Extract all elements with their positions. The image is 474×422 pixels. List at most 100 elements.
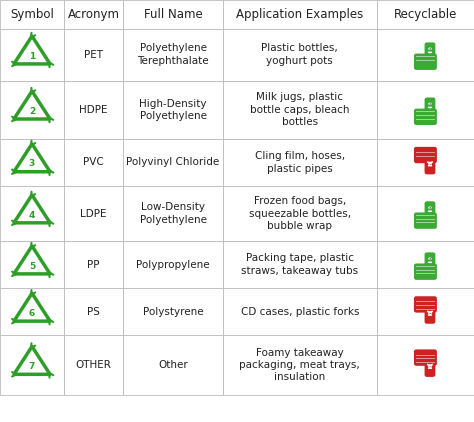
- Text: Recyclable: Recyclable: [394, 8, 457, 21]
- FancyBboxPatch shape: [414, 296, 437, 313]
- Bar: [377, 335, 474, 395]
- Text: 3: 3: [29, 160, 35, 168]
- Bar: [123, 288, 223, 335]
- Text: 6: 6: [29, 309, 35, 318]
- FancyBboxPatch shape: [425, 201, 435, 218]
- Bar: [123, 335, 223, 395]
- Circle shape: [428, 103, 430, 105]
- Circle shape: [430, 207, 431, 208]
- Bar: [416, 63, 435, 65]
- Text: 1: 1: [29, 51, 35, 61]
- FancyBboxPatch shape: [414, 147, 437, 163]
- Circle shape: [429, 48, 432, 50]
- Circle shape: [428, 163, 430, 165]
- Bar: [416, 354, 435, 356]
- Bar: [223, 186, 377, 241]
- Bar: [377, 186, 474, 241]
- Bar: [223, 139, 377, 186]
- Circle shape: [430, 164, 431, 165]
- Text: PS: PS: [87, 307, 100, 317]
- Bar: [0, 186, 64, 241]
- Bar: [416, 152, 435, 153]
- Text: PVC: PVC: [83, 157, 104, 168]
- Circle shape: [430, 366, 431, 367]
- Bar: [0, 29, 64, 81]
- Text: HDPE: HDPE: [79, 105, 108, 115]
- Bar: [377, 139, 474, 186]
- Circle shape: [429, 206, 432, 209]
- Text: LDPE: LDPE: [81, 208, 107, 219]
- Circle shape: [430, 313, 431, 314]
- FancyBboxPatch shape: [425, 158, 435, 174]
- Text: PET: PET: [84, 50, 103, 60]
- Bar: [377, 288, 474, 335]
- Bar: [416, 301, 435, 303]
- Bar: [416, 60, 435, 61]
- Bar: [0, 81, 64, 139]
- FancyBboxPatch shape: [425, 252, 435, 269]
- Text: Symbol: Symbol: [10, 8, 54, 21]
- Text: Polyvinyl Chloride: Polyvinyl Chloride: [127, 157, 219, 168]
- Circle shape: [428, 365, 430, 368]
- Text: Polystyrene: Polystyrene: [143, 307, 203, 317]
- FancyBboxPatch shape: [425, 308, 435, 324]
- Circle shape: [429, 163, 432, 165]
- Text: High-Density
Polyethylene: High-Density Polyethylene: [139, 98, 207, 121]
- Text: Polyethylene
Terephthalate: Polyethylene Terephthalate: [137, 43, 209, 66]
- Text: PP: PP: [87, 260, 100, 270]
- Text: 4: 4: [29, 211, 35, 219]
- FancyBboxPatch shape: [414, 212, 437, 229]
- Text: OTHER: OTHER: [76, 360, 111, 370]
- Bar: [64, 335, 123, 395]
- Text: CD cases, plastic forks: CD cases, plastic forks: [240, 307, 359, 317]
- FancyBboxPatch shape: [425, 97, 435, 114]
- Bar: [123, 241, 223, 288]
- Bar: [0, 0, 64, 29]
- Text: Frozen food bags,
squeezable bottles,
bubble wrap: Frozen food bags, squeezable bottles, bu…: [249, 196, 351, 231]
- Text: Plastic bottles,
yoghurt pots: Plastic bottles, yoghurt pots: [262, 43, 338, 66]
- Text: Foamy takeaway
packaging, meat trays,
insulation: Foamy takeaway packaging, meat trays, in…: [239, 348, 360, 382]
- FancyBboxPatch shape: [425, 361, 435, 377]
- Bar: [64, 186, 123, 241]
- Bar: [223, 288, 377, 335]
- Circle shape: [429, 365, 432, 368]
- Text: Acronym: Acronym: [68, 8, 119, 21]
- Bar: [223, 335, 377, 395]
- Circle shape: [429, 103, 430, 105]
- Bar: [64, 81, 123, 139]
- FancyBboxPatch shape: [425, 42, 435, 60]
- Bar: [123, 29, 223, 81]
- Bar: [123, 186, 223, 241]
- Bar: [0, 288, 64, 335]
- Circle shape: [429, 207, 430, 208]
- Bar: [416, 309, 435, 310]
- Bar: [0, 335, 64, 395]
- FancyBboxPatch shape: [414, 349, 437, 366]
- Bar: [377, 81, 474, 139]
- Text: Packing tape, plastic
straws, takeaway tubs: Packing tape, plastic straws, takeaway t…: [241, 253, 358, 276]
- Bar: [123, 81, 223, 139]
- Bar: [223, 81, 377, 139]
- Bar: [416, 156, 435, 157]
- Circle shape: [429, 257, 432, 260]
- Bar: [416, 273, 435, 274]
- Bar: [64, 29, 123, 81]
- Bar: [377, 241, 474, 288]
- Bar: [416, 56, 435, 57]
- Bar: [416, 111, 435, 112]
- Circle shape: [429, 103, 432, 105]
- Circle shape: [429, 312, 432, 315]
- Bar: [223, 0, 377, 29]
- Bar: [416, 222, 435, 223]
- Bar: [123, 0, 223, 29]
- Bar: [416, 266, 435, 267]
- Circle shape: [428, 312, 430, 315]
- Circle shape: [428, 206, 430, 209]
- Circle shape: [430, 258, 431, 260]
- Circle shape: [429, 164, 430, 165]
- Circle shape: [429, 313, 430, 314]
- Bar: [416, 305, 435, 306]
- Bar: [416, 270, 435, 271]
- Bar: [0, 241, 64, 288]
- Circle shape: [429, 366, 430, 367]
